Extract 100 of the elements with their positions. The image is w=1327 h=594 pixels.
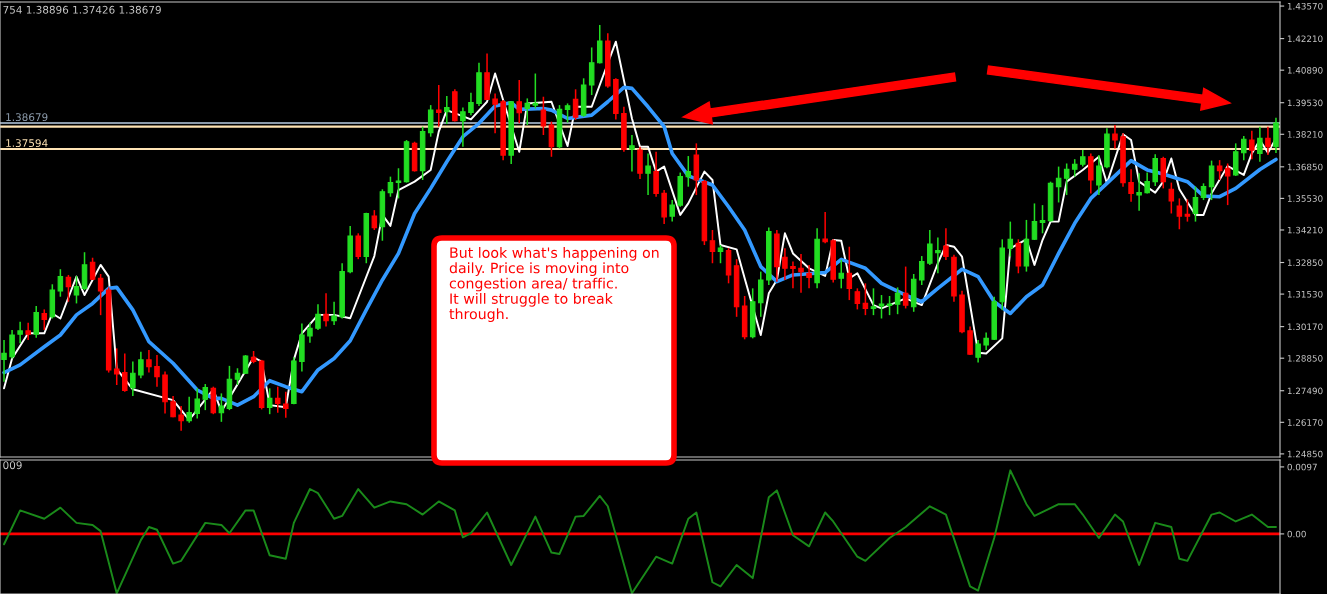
y-tick-label: 1.31530 <box>1287 290 1323 298</box>
annotation: But look what's happening on daily. Price is moving into congestion area/ traffic. It will struggle to break through. <box>449 247 659 323</box>
candlestick <box>572 88 579 121</box>
candlestick <box>89 256 96 281</box>
candlestick <box>709 229 716 264</box>
candlestick <box>33 305 39 339</box>
candlestick <box>242 354 249 375</box>
y-tick-label: 0.0097 <box>1287 463 1317 471</box>
candlestick <box>130 360 136 397</box>
candlestick <box>1031 202 1038 241</box>
candlestick <box>790 260 796 290</box>
candlestick <box>532 72 539 110</box>
candlestick <box>1192 185 1199 223</box>
candlestick <box>1257 125 1263 163</box>
candlestick <box>1096 154 1102 196</box>
candlestick <box>1128 168 1134 203</box>
candlestick <box>685 155 692 188</box>
candlestick <box>323 292 329 328</box>
y-tick-label: 1.39530 <box>1287 99 1323 107</box>
candlestick <box>1168 181 1175 215</box>
candlestick <box>387 175 394 198</box>
candlestick <box>122 352 128 393</box>
annotation: 009 <box>3 461 22 470</box>
candlestick <box>1039 204 1046 235</box>
candlestick <box>516 79 523 125</box>
y-tick-label: 1.43570 <box>1287 2 1323 10</box>
candlestick <box>154 354 160 388</box>
y-tick-label: 1.30170 <box>1287 323 1323 331</box>
candlestick <box>81 251 88 291</box>
candlestick <box>894 286 901 315</box>
candlestick <box>202 383 209 411</box>
candlestick <box>524 97 531 126</box>
y-tick-label: 1.40890 <box>1287 67 1323 74</box>
candlestick <box>757 270 764 318</box>
candlestick <box>782 247 788 281</box>
candlestick <box>283 390 289 419</box>
candlestick <box>395 167 402 200</box>
line-series <box>3 469 1277 594</box>
y-tick-label: 1.38210 <box>1287 131 1323 138</box>
candlestick <box>902 265 909 310</box>
candlestick <box>274 385 281 414</box>
y-tick-label: 1.28850 <box>1287 355 1323 362</box>
candlestick <box>435 84 442 128</box>
candlestick <box>355 232 362 260</box>
candlestick <box>878 294 885 320</box>
candlestick <box>315 303 321 331</box>
candlestick <box>1160 156 1167 190</box>
candlestick <box>1176 197 1183 231</box>
candlestick <box>41 308 48 331</box>
candlestick <box>846 245 853 301</box>
candlestick <box>1088 152 1094 195</box>
candlestick <box>1249 129 1255 160</box>
candlestick <box>822 211 828 245</box>
candlestick <box>1224 162 1231 206</box>
y-tick-label: 1.36850 <box>1287 163 1323 171</box>
candlestick <box>967 325 973 356</box>
candlestick <box>806 264 812 290</box>
candlestick <box>975 339 981 364</box>
y-tick-label: 1.34210 <box>1287 226 1323 234</box>
candlestick <box>1208 159 1215 201</box>
candlestick <box>57 268 64 298</box>
candlestick <box>138 350 144 380</box>
candlestick <box>653 150 659 198</box>
candlestick <box>444 95 450 125</box>
candlestick <box>468 91 474 116</box>
candlestick <box>886 295 893 316</box>
y-tick-label: 1.27490 <box>1287 387 1323 395</box>
candlestick <box>1 339 7 383</box>
candlestick <box>645 152 651 196</box>
candlestick <box>935 236 941 275</box>
candlestick <box>25 322 31 341</box>
candlestick <box>186 395 192 424</box>
candlestick <box>97 273 104 316</box>
y-tick-label: 0.00 <box>1287 530 1306 538</box>
candlestick <box>427 104 434 138</box>
candlestick <box>596 24 603 65</box>
candlestick <box>548 120 555 158</box>
candlestick <box>218 392 225 423</box>
candlestick <box>331 300 337 326</box>
ref-line-label: 1.37594 <box>6 139 48 148</box>
candlestick <box>1216 159 1223 181</box>
y-tick-label: 1.24850 <box>1287 450 1323 458</box>
candlestick <box>194 387 201 420</box>
candlestick <box>798 253 804 294</box>
candlestick <box>661 189 667 225</box>
candlestick <box>73 275 80 305</box>
candlestick <box>588 46 595 96</box>
candlestick <box>637 145 643 180</box>
candlestick <box>1015 238 1022 275</box>
candlestick <box>1241 135 1247 161</box>
candlestick <box>1136 172 1142 212</box>
candlestick <box>838 259 845 290</box>
ref-line-label: 1.38679 <box>6 113 48 122</box>
candlestick <box>564 102 571 124</box>
y-tick-label: 1.42210 <box>1287 35 1323 43</box>
y-tick-label: 1.26170 <box>1287 419 1323 426</box>
candlestick <box>9 329 15 360</box>
candlestick <box>113 347 120 386</box>
candlestick <box>307 322 313 344</box>
y-tick-label: 1.35530 <box>1287 195 1323 202</box>
